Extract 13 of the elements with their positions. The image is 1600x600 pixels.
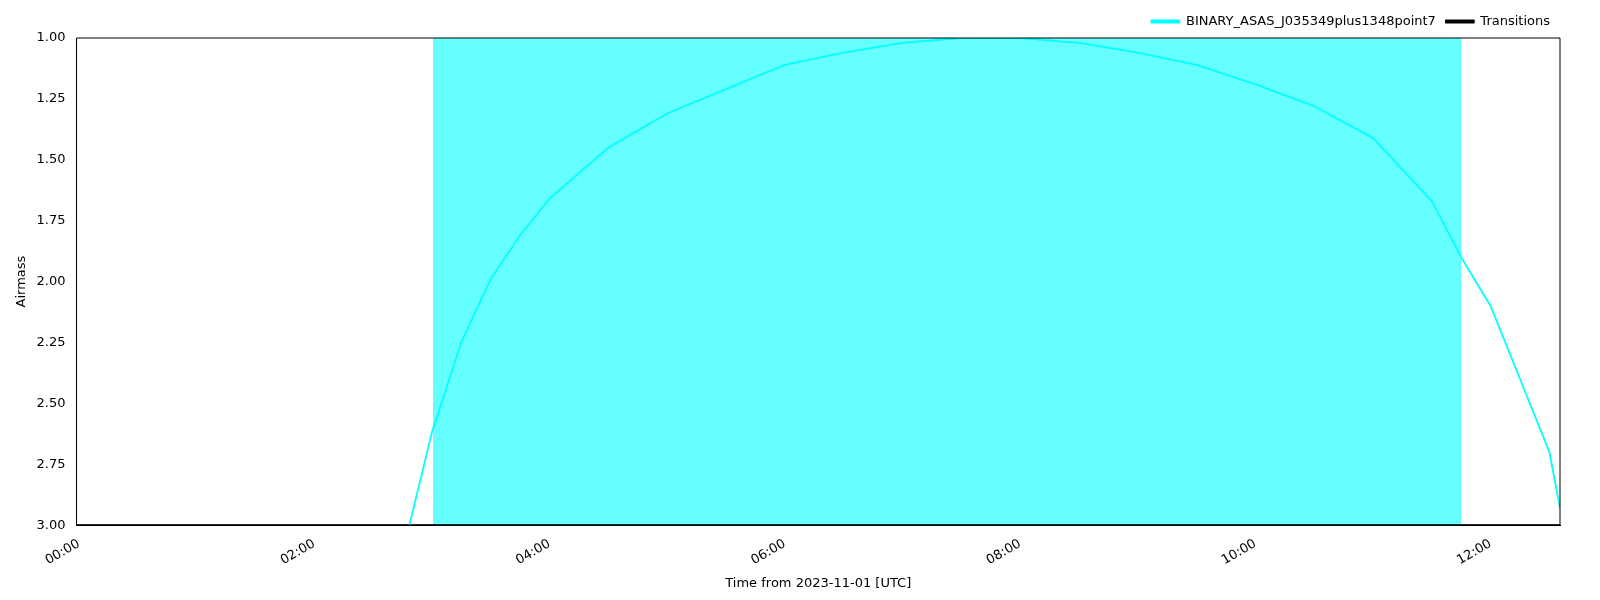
x-axis-title: Time from 2023-11-01 [UTC] bbox=[724, 574, 912, 590]
y-tick-label: 1.75 bbox=[36, 212, 66, 228]
y-tick-label: 2.50 bbox=[36, 394, 66, 410]
y-tick-label: 1.50 bbox=[36, 151, 66, 167]
legend-label: Transitions bbox=[1479, 12, 1551, 28]
y-tick-label: 2.75 bbox=[36, 455, 66, 471]
y-axis-title: Airmass bbox=[13, 255, 29, 308]
legend-label: BINARY_ASAS_J035349plus1348point7 bbox=[1185, 12, 1436, 28]
y-tick-label: 1.25 bbox=[36, 90, 66, 106]
y-tick-label: 2.25 bbox=[36, 333, 66, 349]
y-tick-label: 1.00 bbox=[36, 29, 66, 45]
y-tick-label: 3.00 bbox=[36, 516, 66, 532]
y-tick-label: 2.00 bbox=[36, 272, 66, 288]
